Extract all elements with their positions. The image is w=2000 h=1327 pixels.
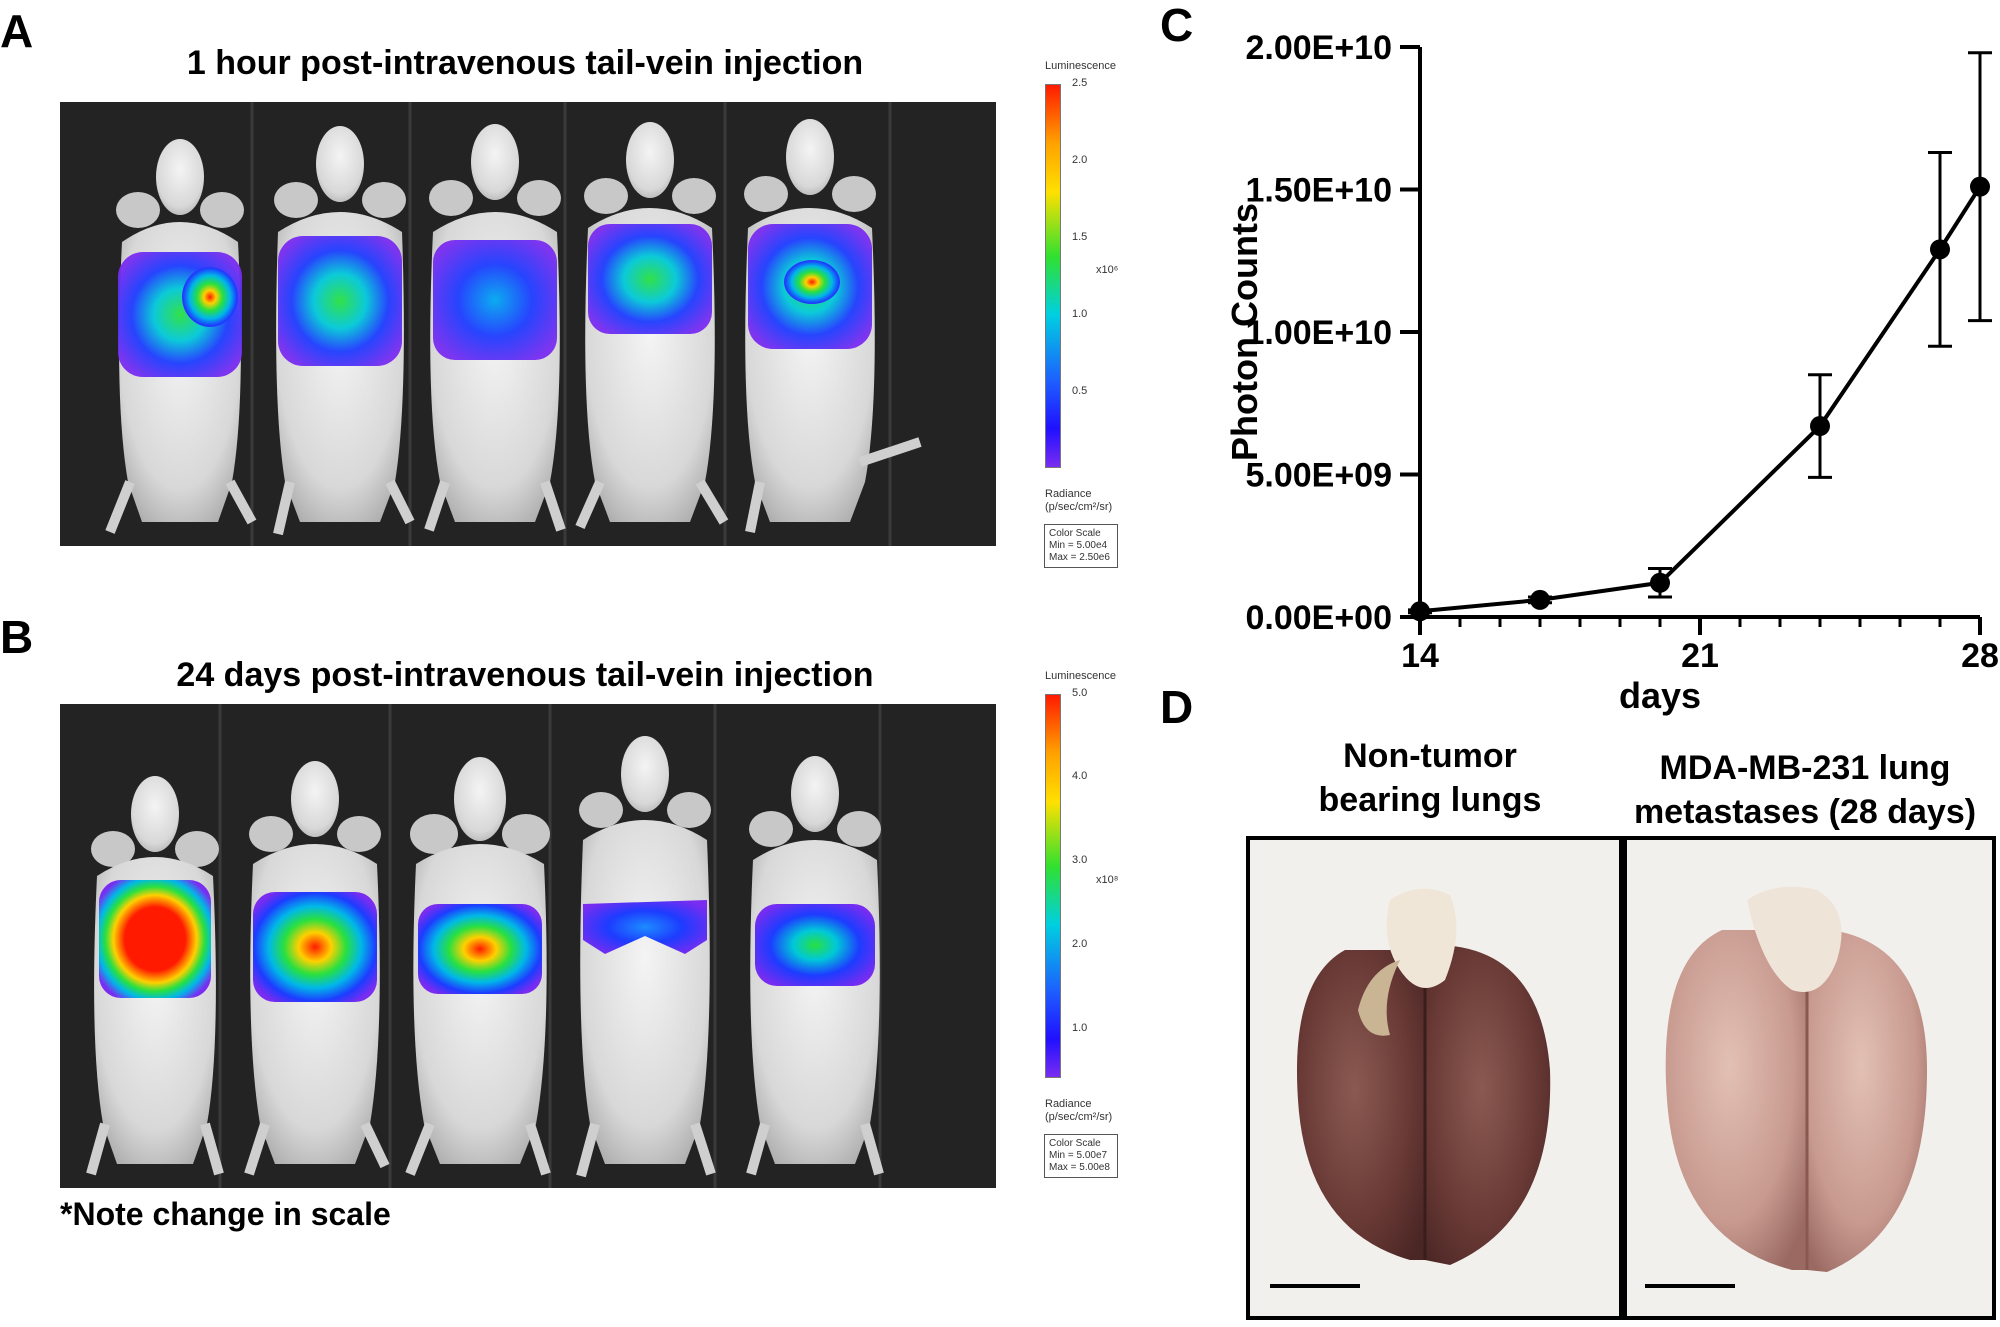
colorbar-a-gradient	[1045, 84, 1061, 468]
colorbar-b-tick: 3.0	[1072, 854, 1088, 866]
colorbar-a-tick: 0.5	[1072, 385, 1088, 397]
panel-a-title: 1 hour post-intravenous tail-vein inject…	[186, 44, 864, 82]
panel-a-mouse-image	[60, 102, 996, 546]
panel-d-non-tumor-lungs-photo	[1246, 836, 1623, 1320]
colorbar-b-scale-title: Color Scale	[1049, 1138, 1101, 1149]
x-tick-label: 21	[1681, 637, 1719, 675]
x-tick-label: 28	[1961, 637, 1999, 675]
colorbar-b-scale-max: Max = 5.00e8	[1049, 1162, 1110, 1173]
panel-letter-c: C	[1160, 0, 1194, 51]
colorbar-a-radiance-label: Radiance	[1045, 488, 1092, 500]
panel-b-scale-note: *Note change in scale	[60, 1196, 391, 1232]
data-point	[1530, 589, 1550, 610]
panel-d-metastases-lungs-photo	[1623, 836, 1996, 1320]
data-point	[1930, 239, 1950, 260]
right-scale-bar	[1645, 1284, 1735, 1288]
colorbar-a-tick: 1.5	[1072, 231, 1088, 243]
data-point	[1410, 601, 1430, 622]
chart-x-axis-label: days	[1619, 675, 1701, 716]
data-point	[1810, 416, 1830, 437]
y-tick-label: 5.00E+09	[1245, 457, 1392, 495]
colorbar-a-exponent: x10⁶	[1096, 264, 1119, 276]
chart-series	[1408, 51, 1992, 622]
data-point	[1650, 572, 1670, 593]
colorbar-a-top-label: Luminescence	[1045, 60, 1116, 72]
colorbar-b-top-label: Luminescence	[1045, 670, 1116, 682]
colorbar-b-tick: 1.0	[1072, 1022, 1088, 1034]
y-tick-label: 0.00E+00	[1245, 599, 1392, 637]
colorbar-b-radiance-label: Radiance	[1045, 1098, 1092, 1110]
colorbar-a-tick: 2.5	[1072, 77, 1088, 89]
series-line	[1419, 185, 1982, 614]
colorbar-b-radiance-units: (p/sec/cm²/sr)	[1045, 1111, 1113, 1123]
panel-d-left-title-line1: Non-tumor	[1343, 737, 1517, 775]
panel-letter-d: D	[1160, 681, 1194, 733]
chart-axes: 0.00E+00 5.00E+09 1.00E+10 1.50E+10 2.00E+10…	[1245, 29, 1998, 675]
data-point	[1970, 176, 1990, 197]
non-tumor-lungs-drawing	[1250, 840, 1619, 1316]
colorbar-a-scale-box: Color Scale Min = 5.00e4 Max = 2.50e6	[1044, 524, 1118, 568]
panel-d-right-title: MDA-MB-231 lung metastases (28 days)	[1610, 746, 2000, 834]
panel-letter-b: B	[0, 611, 34, 663]
y-tick-label: 2.00E+10	[1245, 29, 1392, 67]
panel-letter-a: A	[0, 5, 34, 57]
panel-a-mouse-drawing	[60, 102, 996, 546]
panel-d-right-title-line2: metastases (28 days)	[1633, 793, 1977, 831]
y-tick-label: 1.00E+10	[1245, 314, 1392, 352]
colorbar-a-tick: 2.0	[1072, 154, 1088, 166]
metastases-lungs-drawing	[1627, 840, 1992, 1316]
colorbar-a-scale-title: Color Scale	[1049, 528, 1101, 539]
colorbar-b-scale-min: Min = 5.00e7	[1049, 1150, 1108, 1161]
panel-b-title: 24 days post-intravenous tail-vein injec…	[176, 656, 874, 694]
colorbar-b-scale-box: Color Scale Min = 5.00e7 Max = 5.00e8	[1044, 1134, 1118, 1178]
colorbar-a-scale-max: Max = 2.50e6	[1049, 552, 1110, 563]
photon-count-chart: 0.00E+00 5.00E+09 1.00E+10 1.50E+10 2.00E+10…	[1224, 29, 1999, 716]
colorbar-b-gradient	[1045, 694, 1061, 1078]
panel-d-right-title-line1: MDA-MB-231 lung	[1659, 749, 1951, 787]
panel-b-colorbar: Luminescence 5.0 4.0 3.0 2.0 1.0 x10⁸ Ra…	[1040, 668, 1130, 1188]
chart-y-axis-label: Photon Counts	[1224, 203, 1265, 461]
colorbar-b-exponent: x10⁸	[1096, 874, 1119, 886]
panel-d-left-title-line2: bearing lungs	[1318, 781, 1542, 819]
y-tick-label: 1.50E+10	[1245, 172, 1392, 210]
panel-d-left-title: Non-tumor bearing lungs	[1240, 734, 1620, 822]
colorbar-a-tick: 1.0	[1072, 308, 1088, 320]
colorbar-b-tick: 4.0	[1072, 770, 1088, 782]
panel-b-mouse-drawing	[60, 704, 996, 1188]
colorbar-a-radiance-units: (p/sec/cm²/sr)	[1045, 501, 1113, 513]
colorbar-b-tick: 5.0	[1072, 687, 1088, 699]
x-tick-label: 14	[1401, 637, 1439, 675]
left-scale-bar	[1270, 1284, 1360, 1288]
colorbar-b-tick: 2.0	[1072, 938, 1088, 950]
panel-b-mouse-image	[60, 704, 996, 1188]
colorbar-a-scale-min: Min = 5.00e4	[1049, 540, 1108, 551]
panel-a-colorbar: Luminescence 2.5 2.0 1.5 1.0 0.5 x10⁶ Ra…	[1040, 58, 1130, 578]
